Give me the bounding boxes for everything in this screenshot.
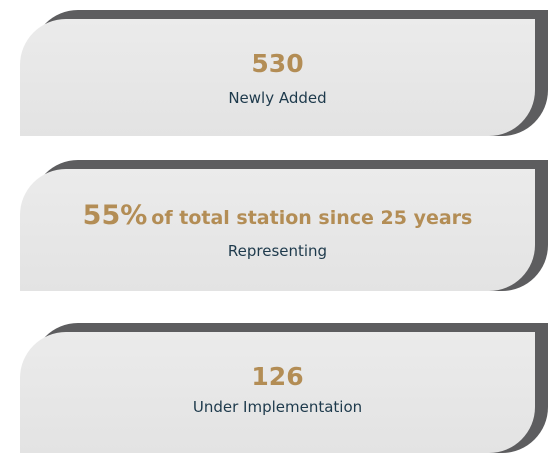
stat-value: 530: [251, 48, 304, 78]
stat-card: 126 Under Implementation: [0, 323, 549, 453]
page: {"cards": [ {"value": "530", "label": "N…: [0, 10, 549, 453]
stat-row: 55% of total station since 25 years: [83, 200, 473, 232]
stat-value: 55%: [82, 199, 148, 231]
stat-card: 55% of total station since 25 years Repr…: [0, 160, 549, 291]
card-body: 530 Newly Added: [20, 19, 535, 136]
stat-label: Under Implementation: [192, 398, 363, 416]
stat-label: Representing: [227, 242, 328, 261]
stat-label: Newly Added: [228, 88, 327, 107]
stat-value: 126: [251, 362, 304, 391]
stat-suffix: of total station since 25 years: [151, 206, 473, 229]
card-body: 126 Under Implementation: [20, 332, 535, 453]
card-body: 55% of total station since 25 years Repr…: [20, 169, 535, 291]
stat-card: 530 Newly Added: [0, 10, 549, 136]
